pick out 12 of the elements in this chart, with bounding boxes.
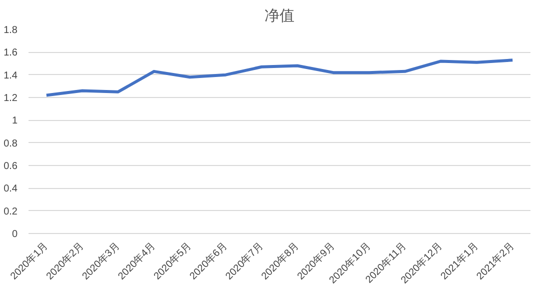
y-tick-label: 0.6 [4,161,18,172]
chart-title: 净值 [264,8,294,24]
y-tick-label: 0.4 [4,184,18,195]
y-tick-label: 1 [12,116,18,127]
y-tick-label: 1.2 [4,93,18,104]
line-series [44,58,514,97]
y-tick-label: 1.6 [4,48,18,59]
y-tick-label: 0.2 [4,206,18,218]
y-tick-label: 0 [12,229,18,240]
y-tick-label: 0.8 [4,138,18,150]
y-tick-label: 1.4 [4,70,18,82]
y-tick-label: 1.8 [4,25,18,36]
